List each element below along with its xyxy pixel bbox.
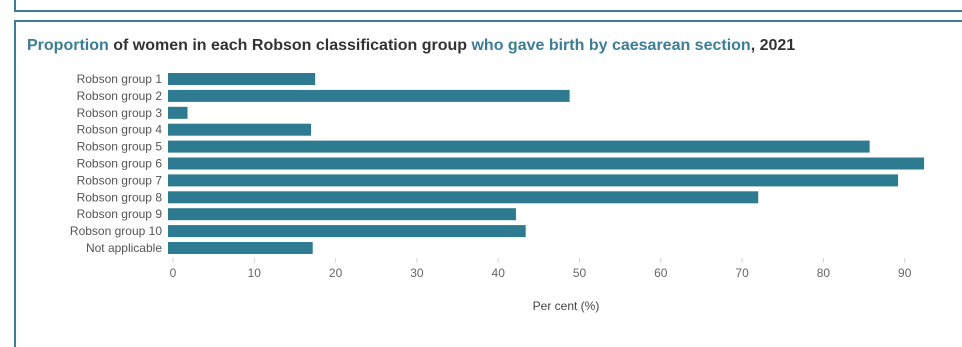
- category-label-robson-group-9: Robson group 9: [77, 207, 163, 221]
- bar-robson-group-5[interactable]: [168, 140, 870, 153]
- bar-robson-group-9[interactable]: [168, 208, 516, 221]
- x-tick-label-10: 10: [248, 266, 262, 280]
- bar-robson-group-3[interactable]: [168, 106, 188, 119]
- title-part-3: who gave birth by caesarean section: [471, 37, 751, 54]
- x-axis: 0 10 20 30 40 50 60 70 80 90: [170, 258, 912, 280]
- title-part-2: of women in each Robson classification g…: [108, 37, 472, 54]
- category-label-robson-group-3: Robson group 3: [77, 106, 163, 120]
- chart-title: Proportion of women in each Robson class…: [27, 37, 795, 55]
- x-tick-label-80: 80: [817, 266, 831, 280]
- bar-robson-group-6[interactable]: [168, 157, 925, 170]
- bars: [168, 73, 925, 254]
- x-tick-label-40: 40: [492, 266, 506, 280]
- bar-robson-group-10[interactable]: [168, 225, 526, 238]
- bar-robson-group-8[interactable]: [168, 191, 759, 204]
- x-tick-label-30: 30: [410, 266, 424, 280]
- x-tick-label-0: 0: [170, 266, 177, 280]
- bar-not-applicable[interactable]: [168, 242, 313, 254]
- category-label-robson-group-4: Robson group 4: [77, 123, 163, 137]
- x-tick-label-20: 20: [329, 266, 343, 280]
- x-tick-label-70: 70: [735, 266, 749, 280]
- title-part-4: , 2021: [750, 37, 796, 54]
- top-panel-frame: [14, 0, 962, 12]
- x-tick-label-90: 90: [898, 266, 912, 280]
- category-label-robson-group-5: Robson group 5: [77, 140, 163, 154]
- x-axis-title: Per cent (%): [533, 299, 600, 313]
- bar-robson-group-4[interactable]: [168, 123, 312, 136]
- category-label-robson-group-2: Robson group 2: [77, 89, 163, 103]
- category-label-robson-group-8: Robson group 8: [77, 190, 163, 204]
- bar-robson-group-2[interactable]: [168, 89, 570, 102]
- category-labels: Robson group 1 Robson group 2 Robson group…: [70, 72, 162, 255]
- category-label-robson-group-1: Robson group 1: [77, 72, 163, 86]
- category-label-robson-group-10: Robson group 10: [70, 224, 162, 238]
- x-tick-label-60: 60: [654, 266, 668, 280]
- category-label-not-applicable: Not applicable: [86, 241, 162, 255]
- x-tick-label-50: 50: [573, 266, 587, 280]
- category-label-robson-group-6: Robson group 6: [77, 157, 163, 171]
- title-part-1: Proportion: [27, 37, 109, 54]
- bar-robson-group-7[interactable]: [168, 174, 899, 187]
- category-label-robson-group-7: Robson group 7: [77, 173, 163, 187]
- bar-robson-group-1[interactable]: [168, 73, 316, 85]
